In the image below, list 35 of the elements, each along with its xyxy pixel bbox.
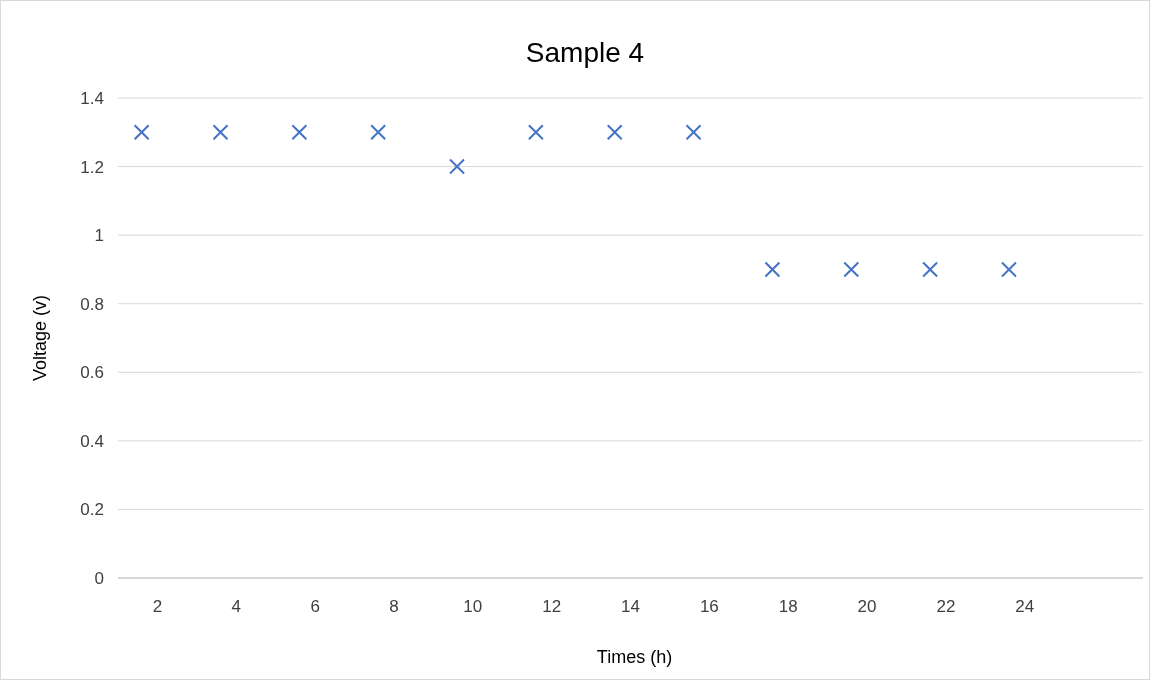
y-tick-label: 1: [94, 226, 104, 246]
point: [212, 124, 229, 141]
point: [1000, 261, 1017, 278]
y-tick-label: 0.2: [80, 500, 104, 520]
point: [370, 124, 387, 141]
point: [449, 158, 466, 175]
x-tick-label: 10: [463, 597, 483, 616]
point: [527, 124, 544, 141]
x-tick-label: 20: [857, 597, 877, 616]
x-tick-label: 6: [310, 597, 320, 616]
x-tick-label: 8: [389, 597, 399, 616]
point: [291, 124, 308, 141]
point: [133, 124, 150, 141]
x-tick-label: 14: [621, 597, 640, 616]
y-tick-label: 0: [94, 568, 104, 588]
x-tick-label: 2: [152, 597, 163, 616]
x-tick-label: 24: [1015, 597, 1035, 616]
x-tick-label: 18: [778, 597, 798, 616]
point: [764, 261, 781, 278]
y-tick-label: 1.4: [80, 88, 104, 108]
chart-title: Sample 4: [525, 37, 645, 68]
y-axis-title: Voltage (v): [30, 294, 50, 382]
x-tick-label: 4: [231, 597, 241, 616]
x-axis-title: Times (h): [596, 647, 673, 667]
x-tick-label: 12: [542, 597, 562, 616]
y-tick-label: 1.2: [80, 157, 104, 177]
point: [922, 261, 939, 278]
point: [843, 261, 860, 278]
y-tick-label: 0.6: [80, 363, 104, 383]
x-tick-label: 22: [936, 597, 956, 616]
y-tick-label: 0.8: [80, 294, 104, 314]
point: [685, 124, 702, 141]
point: [606, 124, 623, 141]
x-tick-label: 16: [699, 597, 719, 616]
y-tick-label: 0.4: [80, 431, 104, 451]
